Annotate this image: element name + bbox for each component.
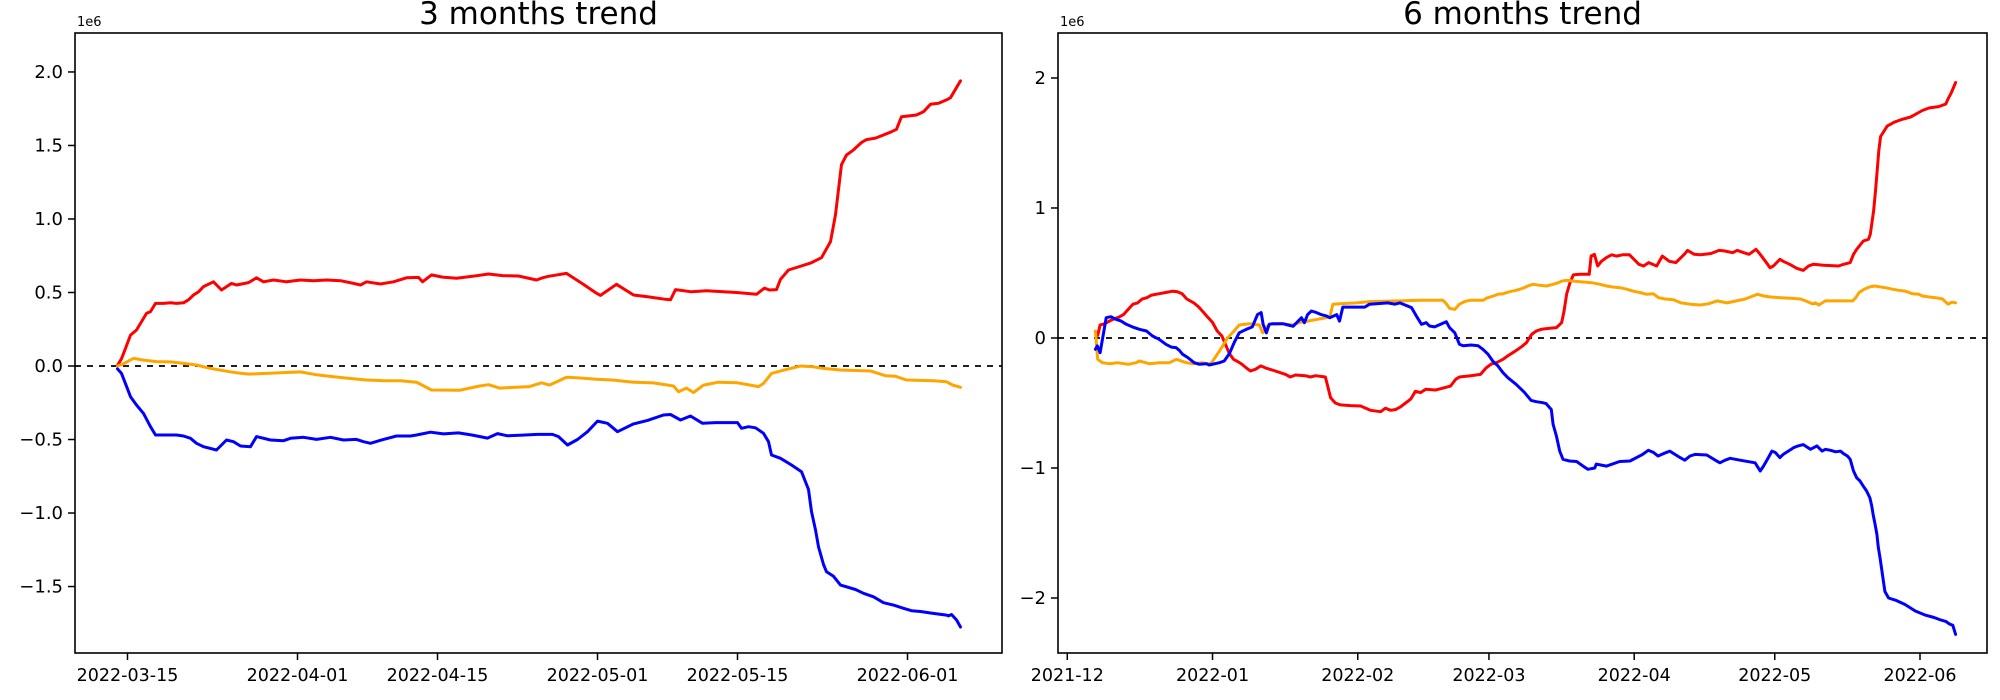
series-line-red (116, 79, 962, 367)
x-tick-label: 2022-03 (1452, 666, 1525, 686)
x-tick-label: 2022-04 (1598, 666, 1671, 686)
y-tick-label: 2 (1035, 68, 1046, 89)
series-line-blue (1093, 301, 1958, 636)
x-tick-label: 2021-12 (1031, 666, 1104, 686)
x-tick-label: 2022-03-15 (77, 666, 179, 686)
x-tick-label: 2022-04-01 (247, 666, 349, 686)
y-tick-label: 0.5 (34, 282, 63, 303)
x-tick-label: 2022-06 (1883, 666, 1956, 686)
y-axis-offset-label: 1e6 (1060, 15, 1085, 30)
y-tick-label: 1 (1035, 198, 1046, 219)
y-tick-label: −1.5 (19, 577, 63, 598)
y-tick-label: −0.5 (19, 430, 63, 451)
series-line-orange (116, 356, 962, 394)
chart-title-6-months-trend: 6 months trend (1403, 0, 1642, 32)
x-tick-label: 2022-04-15 (387, 666, 489, 686)
x-tick-label: 2022-05-15 (687, 666, 789, 686)
x-tick-label: 2022-05 (1738, 666, 1811, 686)
y-tick-label: −2 (1019, 588, 1046, 609)
x-tick-label: 2022-02 (1321, 666, 1394, 686)
x-tick-label: 2022-01 (1176, 666, 1249, 686)
y-tick-label: −1 (1019, 458, 1046, 479)
series-line-orange (1093, 278, 1958, 366)
y-tick-label: 1.0 (34, 209, 63, 230)
y-tick-label: 2.0 (34, 62, 63, 83)
axes-spines (74, 32, 1003, 654)
series-line-blue (116, 367, 962, 629)
y-tick-label: −1.0 (19, 503, 63, 524)
axes-spines (1057, 32, 1988, 654)
y-tick-label: 1.5 (34, 135, 63, 156)
x-tick-label: 2022-05-01 (547, 666, 649, 686)
y-tick-label: 0.0 (34, 356, 63, 377)
y-tick-label: 0 (1035, 328, 1046, 349)
chart-title-3-months-trend: 3 months trend (419, 0, 658, 32)
y-axis-offset-label: 1e6 (77, 15, 102, 30)
x-tick-label: 2022-06-01 (857, 666, 959, 686)
